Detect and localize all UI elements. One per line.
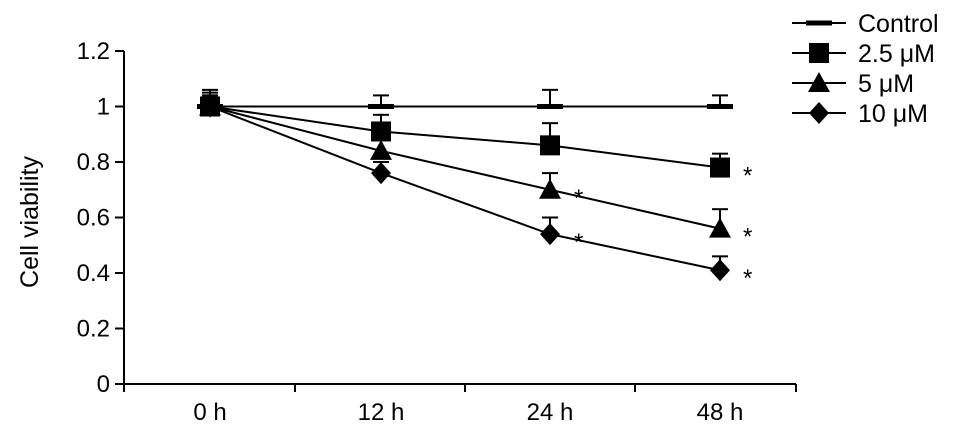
data-point bbox=[709, 217, 731, 238]
legend-marker bbox=[809, 43, 829, 63]
y-tick-label: 1 bbox=[97, 94, 110, 121]
significance-star: * bbox=[743, 224, 752, 251]
data-point bbox=[368, 104, 394, 109]
legend-item: 2.5 μM bbox=[792, 40, 935, 68]
series-line bbox=[209, 105, 721, 169]
y-tick-label: 0.2 bbox=[77, 316, 110, 343]
legend-label: 5 μM bbox=[858, 70, 914, 98]
y-tick-label: 0.8 bbox=[77, 149, 110, 176]
data-point bbox=[537, 104, 563, 109]
series-line bbox=[209, 105, 721, 272]
series-line bbox=[209, 105, 721, 230]
significance-star: * bbox=[574, 229, 583, 256]
plot-area: ***** bbox=[197, 88, 752, 292]
significance-star: * bbox=[574, 185, 583, 212]
y-axis-title: Cell viability bbox=[16, 156, 44, 288]
legend-item: 10 μM bbox=[792, 100, 928, 128]
y-tick-label: 0.6 bbox=[77, 205, 110, 232]
legend-label: 2.5 μM bbox=[858, 40, 935, 68]
significance-star: * bbox=[743, 265, 752, 292]
series-5-m: ** bbox=[199, 94, 752, 251]
x-tick-label: 48 h bbox=[697, 399, 744, 426]
data-point bbox=[540, 135, 560, 156]
y-tick-label: 1.2 bbox=[77, 38, 110, 65]
data-point bbox=[370, 139, 392, 160]
legend-item: 5 μM bbox=[792, 70, 914, 98]
legend-marker bbox=[808, 72, 830, 92]
legend-label: Control bbox=[858, 10, 939, 38]
significance-star: * bbox=[743, 163, 752, 190]
legend-item: Control bbox=[792, 10, 939, 38]
y-axis: 0 0.2 0.4 0.6 0.8 1 1.2 bbox=[77, 38, 125, 398]
y-tick-label: 0 bbox=[97, 371, 110, 398]
y-tick-label: 0.4 bbox=[77, 260, 110, 287]
series-10-m: ** bbox=[200, 94, 752, 292]
data-point bbox=[539, 178, 561, 199]
legend-marker bbox=[806, 20, 832, 26]
x-tick-label: 12 h bbox=[358, 399, 405, 426]
series-control bbox=[197, 88, 733, 109]
data-point bbox=[710, 157, 730, 178]
data-point bbox=[707, 104, 733, 109]
x-axis: 0 h 12 h 24 h 48 h bbox=[123, 383, 797, 426]
data-point bbox=[710, 259, 730, 282]
data-point bbox=[540, 223, 560, 246]
x-tick-label: 0 h bbox=[193, 399, 226, 426]
data-point bbox=[200, 95, 220, 118]
legend-label: 10 μM bbox=[858, 100, 928, 128]
x-tick-label: 24 h bbox=[527, 399, 574, 426]
legend-marker bbox=[809, 102, 829, 124]
data-point bbox=[371, 162, 391, 185]
